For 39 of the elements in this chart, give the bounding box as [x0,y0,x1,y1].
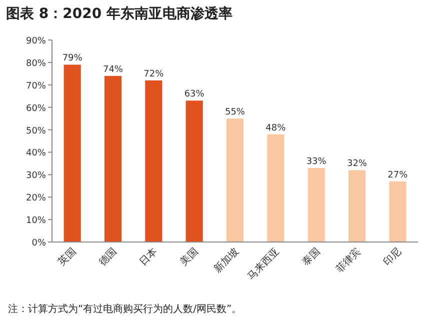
y-tick-label: 0% [32,238,46,248]
bar [389,181,406,242]
bar [308,168,325,242]
data-label: 74% [102,64,124,75]
y-tick-label: 80% [26,58,46,69]
data-label: 32% [346,159,368,170]
x-tick-label: 德国 [97,246,120,268]
x-tick-label: 马来西亚 [245,246,282,282]
data-label: 55% [224,108,246,118]
y-tick-label: 90% [26,36,46,46]
x-tick-label: 英国 [56,246,78,268]
bar [348,170,366,242]
x-tick-label: 印尼 [381,246,404,268]
data-label: 33% [306,156,327,167]
y-tick-label: 60% [26,104,46,114]
bar [64,64,81,242]
chart-title: 图表 8：2020 年东南亚电商渗透率 [6,5,232,22]
x-tick-label: 日本 [137,246,160,268]
y-tick-label: 20% [26,194,46,204]
x-tick-label: 美国 [178,246,200,268]
y-tick-label: 70% [26,81,46,92]
data-label: 79% [62,54,83,64]
bar [145,80,162,242]
y-tick-label: 10% [26,216,46,226]
x-tick-label: 菲律宾 [333,246,364,276]
bar [104,76,122,242]
data-label: 48% [266,123,286,134]
bar [186,100,203,242]
data-label: 63% [184,90,205,100]
bar [267,134,284,242]
data-label: 27% [388,170,408,180]
y-tick-label: 30% [26,171,46,182]
text: 注：计算方式为“有过电商购买行为的人数/网民数”。 [8,303,242,315]
data-label: 72% [144,69,164,80]
x-tick-label: 泰国 [300,246,322,268]
y-tick-label: 40% [26,148,46,159]
bar [226,118,244,242]
x-tick-label: 新加坡 [211,246,242,276]
y-tick-label: 50% [26,126,46,136]
